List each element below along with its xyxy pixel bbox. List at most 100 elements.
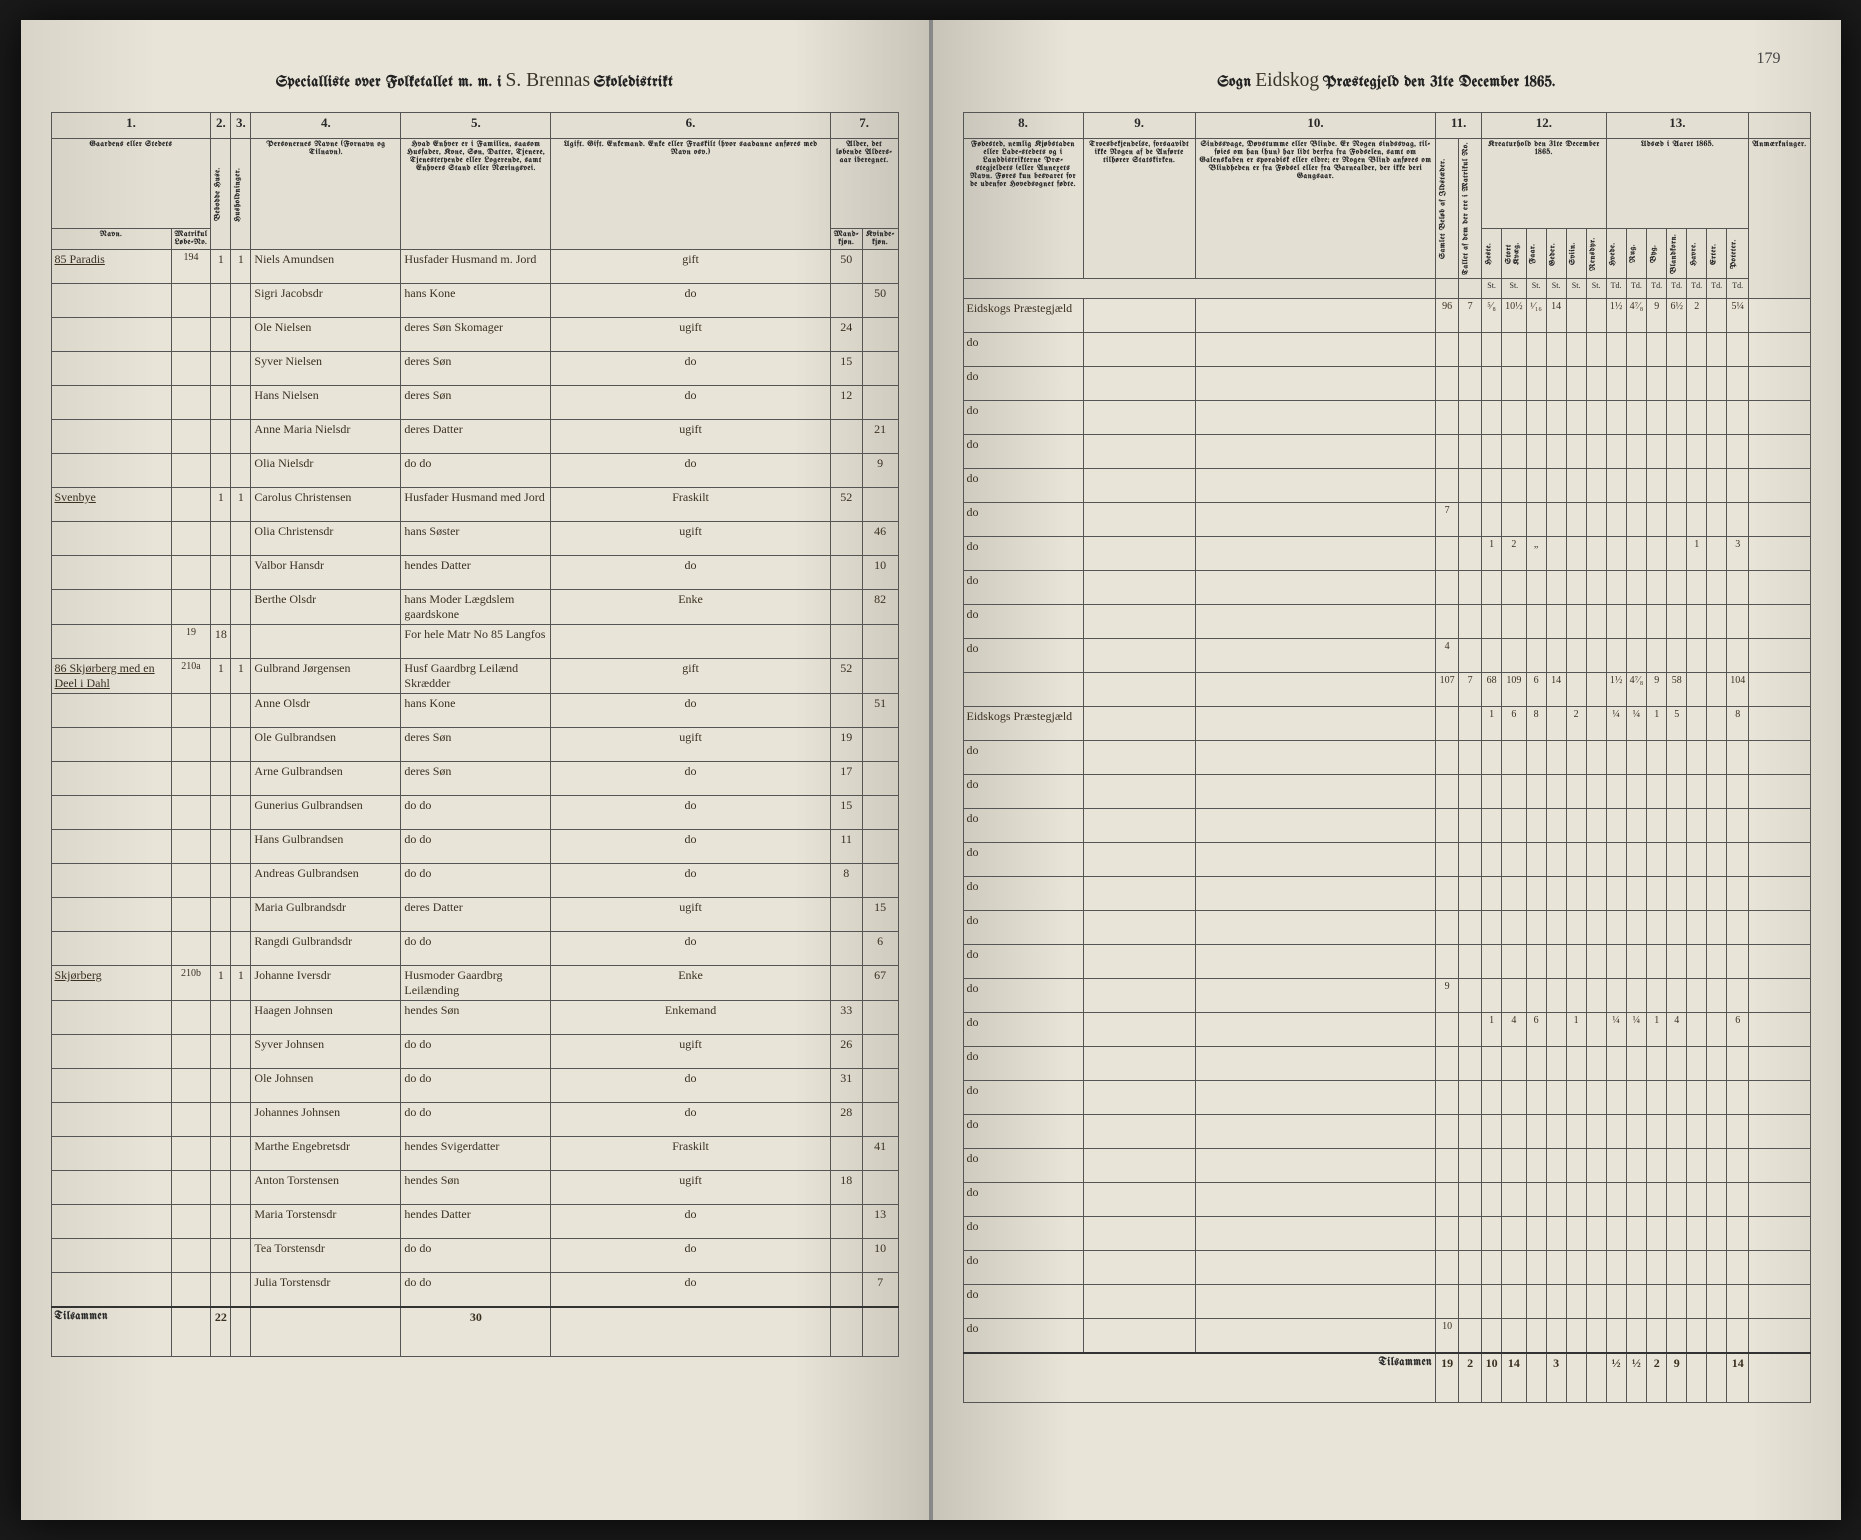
table-row: Eidskogs Præstegjæld967⁵⁄₈10½¹⁄₁₆141½4⁷⁄… — [963, 299, 1810, 333]
table-row: do — [963, 911, 1810, 945]
summary-count: 30 — [401, 1307, 551, 1357]
h-11b: Tallet af dem der ere i Matrikul No. — [1459, 139, 1482, 279]
h-11a: Samlet Beløb af Ildstæder. — [1436, 139, 1459, 279]
col-11: 11. — [1436, 113, 1482, 139]
table-row: Rangdi Gulbrandsdr do dodo6 — [51, 932, 898, 966]
table-row: do — [963, 741, 1810, 775]
table-row: do — [963, 1183, 1810, 1217]
table-row: Anton Torstensenhendes Sønugift18 — [51, 1171, 898, 1205]
table-row: do — [963, 1217, 1810, 1251]
table-row: Gunerius Gulbrandsen do dodo15 — [51, 796, 898, 830]
right-page: 179 Sogn Eidskog Præstegjeld den 31te De… — [931, 20, 1841, 1520]
table-row: Hans Gulbrandsen do dodo11 — [51, 830, 898, 864]
table-row: Sigri Jacobsdrhans Konedo50 — [51, 284, 898, 318]
h-livestock: Kreaturhold den 31te December 1865. — [1482, 139, 1607, 229]
table-row: Syver Nielsenderes Søndo15 — [51, 352, 898, 386]
table-row: do — [963, 877, 1810, 911]
h-male: Mand-kjøn. — [830, 229, 862, 250]
table-row: do — [963, 605, 1810, 639]
table-row: Olia Christensdrhans Søsterugift46 — [51, 522, 898, 556]
col-9: 9. — [1083, 113, 1195, 139]
h-matrikul: Matrikul Løbe-No. — [171, 229, 211, 250]
table-row: Maria Torstensdrhendes Datterdo13 — [51, 1205, 898, 1239]
table-row: do — [963, 1149, 1810, 1183]
sogn-label: Sogn — [1217, 74, 1251, 90]
left-page: Specialliste over Folketallet m. m. i S.… — [21, 20, 931, 1520]
col-5: 5. — [401, 113, 551, 139]
table-row: Valbor Hansdrhendes Datterdo10 — [51, 556, 898, 590]
header-date: Præstegjeld den 31te December 1865. — [1323, 74, 1556, 90]
table-row: do — [963, 469, 1810, 503]
table-row: do — [963, 571, 1810, 605]
col-2: 2. — [211, 113, 231, 139]
table-row: Skjørberg210b11Johanne IversdrHusmoder G… — [51, 966, 898, 1001]
right-summary-label: Tilsammen — [963, 1353, 1436, 1403]
table-row: do — [963, 1285, 1810, 1319]
h-farm: Gaardens eller Stedets — [51, 139, 211, 229]
table-row: Berthe Olsdrhans Moder Lægdslem gaardsko… — [51, 590, 898, 625]
col-13: 13. — [1606, 113, 1749, 139]
table-row: Olia Nielsdr do dodo9 — [51, 454, 898, 488]
table-row: Maria Gulbrandsdrderes Datterugift15 — [51, 898, 898, 932]
table-row: Arne Gulbrandsenderes Søndo17 — [51, 762, 898, 796]
table-row: Ole Johnsen do dodo31 — [51, 1069, 898, 1103]
h-disability: Sindssvage, Døvstumme eller Blinde. Er N… — [1195, 139, 1435, 279]
left-page-header: Specialliste over Folketallet m. m. i S.… — [51, 70, 899, 92]
table-row: Julia Torstensdr do dodo7 — [51, 1273, 898, 1307]
h-role: Hvad Enhver er i Familien, saasom Husfad… — [401, 139, 551, 250]
col-10: 10. — [1195, 113, 1435, 139]
summary-hus: 22 — [211, 1307, 231, 1357]
table-row: do — [963, 435, 1810, 469]
table-row: Andreas Gulbrandsen do dodo8 — [51, 864, 898, 898]
col-6: 6. — [551, 113, 830, 139]
sogn-name: Eidskog — [1255, 70, 1319, 91]
summary-label: Tilsammen — [51, 1307, 171, 1357]
table-row: Eidskogs Præstegjæld1682¼¼158 — [963, 707, 1810, 741]
col-3: 3. — [231, 113, 251, 139]
table-row: Ole Nielsenderes Søn Skomagerugift24 — [51, 318, 898, 352]
table-row: do — [963, 401, 1810, 435]
header-suffix: Skoledistrikt — [594, 74, 673, 90]
table-row: 1077681096141½4⁷⁄₈958104 — [963, 673, 1810, 707]
table-row: do — [963, 945, 1810, 979]
h-farm-name: Navn. — [51, 229, 171, 250]
table-row: do — [963, 1081, 1810, 1115]
h-age: Alder, det løbende Alders-aar iberegnet. — [830, 139, 898, 229]
header-prefix: Specialliste over Folketallet m. m. i — [276, 74, 502, 90]
col-8: 8. — [963, 113, 1083, 139]
h-names: Personernes Navne (Fornavn og Tilnavn). — [251, 139, 401, 250]
table-row: Marthe Engebretsdrhendes SvigerdatterFra… — [51, 1137, 898, 1171]
table-row: Tea Torstensdr do dodo10 — [51, 1239, 898, 1273]
page-number: 179 — [1757, 50, 1781, 68]
table-row: 1918For hele Matr No 85 Langfos — [51, 625, 898, 659]
table-row: do12„13 — [963, 537, 1810, 571]
right-page-header: Sogn Eidskog Præstegjeld den 31te Decemb… — [963, 70, 1811, 92]
col-12: 12. — [1482, 113, 1607, 139]
table-row: do — [963, 1047, 1810, 1081]
table-row: Haagen Johnsenhendes SønEnkemand33 — [51, 1001, 898, 1035]
col-1: 1. — [51, 113, 211, 139]
table-row: do7 — [963, 503, 1810, 537]
table-row: do — [963, 775, 1810, 809]
table-row: Johannes Johnsen do dodo28 — [51, 1103, 898, 1137]
table-row: Hans Nielsenderes Søndo12 — [51, 386, 898, 420]
header-district: S. Brennas — [506, 70, 591, 91]
table-row: do1461¼¼146 — [963, 1013, 1810, 1047]
table-row: do — [963, 1115, 1810, 1149]
h-status: Ugift. Gift. Enkemand. Enke eller Fraski… — [551, 139, 830, 250]
table-row: do4 — [963, 639, 1810, 673]
table-row: Svenbye11Carolus ChristensenHusfader Hus… — [51, 488, 898, 522]
table-row: Anne Maria Nielsdrderes Datterugift21 — [51, 420, 898, 454]
table-row: do — [963, 843, 1810, 877]
h-religion: Troesbekjendelse, forsaavidt ikke Nogen … — [1083, 139, 1195, 279]
table-row: Syver Johnsen do dougift26 — [51, 1035, 898, 1069]
right-ledger-table: 8. 9. 10. 11. 12. 13. Fødested, nemlig K… — [963, 112, 1811, 1403]
left-ledger-table: 1. 2. 3. 4. 5. 6. 7. Gaardens eller Sted… — [51, 112, 899, 1357]
table-row: do — [963, 809, 1810, 843]
col-7: 7. — [830, 113, 898, 139]
h-birthplace: Fødested, nemlig Kjøbstaden eller Lade-s… — [963, 139, 1083, 279]
col-4: 4. — [251, 113, 401, 139]
table-row: 86 Skjørberg med en Deel i Dahl210a11Gul… — [51, 659, 898, 694]
table-row: do — [963, 333, 1810, 367]
h-remarks: Anmærkninger. — [1749, 139, 1810, 299]
